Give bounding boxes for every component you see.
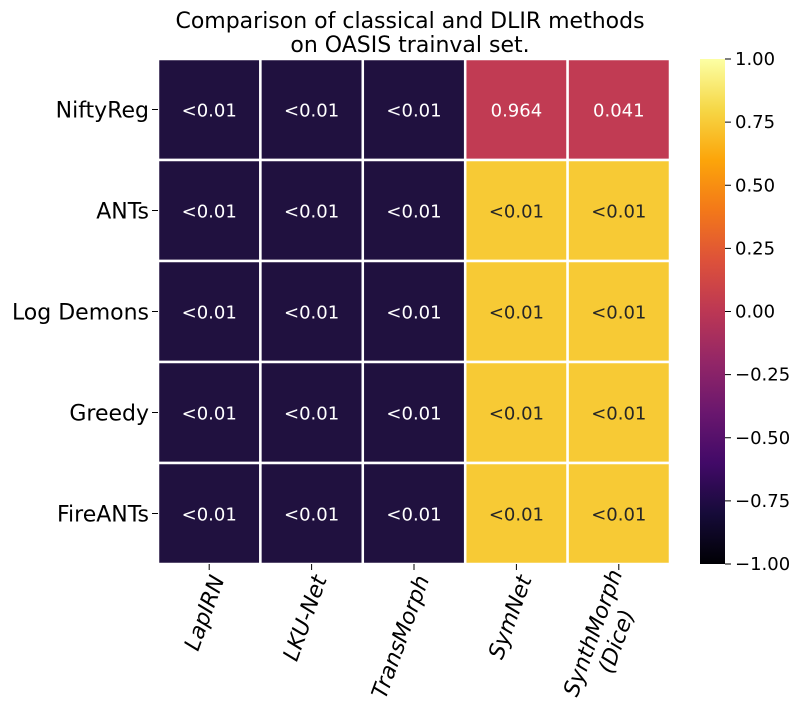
x-tick-label: LKU-Net — [279, 571, 333, 664]
cell-value-label: <0.01 — [386, 404, 441, 425]
heatmap-cell — [566, 360, 672, 465]
x-tick-label-line: LapIRN — [180, 572, 230, 654]
heatmap-cell — [361, 360, 467, 465]
chart-title-line: on OASIS trainval set. — [290, 33, 529, 58]
heatmap-cell — [361, 461, 467, 566]
cell-value-label: <0.01 — [284, 505, 339, 526]
heatmap-cell — [259, 360, 365, 465]
heatmap-cell — [361, 158, 467, 263]
x-tick-label-line: SymNet — [484, 571, 538, 663]
y-tick-label: ANTs — [96, 200, 149, 225]
colorbar-gradient — [700, 59, 725, 564]
cell-value-label: <0.01 — [284, 202, 339, 223]
cell-value-label: <0.01 — [591, 404, 646, 425]
colorbar-tick-label: −0.50 — [735, 428, 790, 449]
y-tick-label: NiftyReg — [56, 99, 149, 124]
heatmap-cell — [259, 461, 365, 566]
cell-value-label: <0.01 — [591, 303, 646, 324]
colorbar-tick-label: 0.00 — [735, 302, 775, 323]
cell-value-label: <0.01 — [386, 101, 441, 122]
y-tick-label: Greedy — [69, 402, 149, 427]
colorbar-tick-label: −0.25 — [735, 365, 790, 386]
cell-value-label: <0.01 — [284, 303, 339, 324]
colorbar-tick-label: 0.50 — [735, 175, 775, 196]
x-tick-label-line: LKU-Net — [279, 571, 333, 664]
cell-value-label: <0.01 — [489, 404, 544, 425]
x-axis: LapIRN LKU-Net TransMorph SymNet SynthMorph(… — [180, 564, 651, 708]
cell-value-label: <0.01 — [182, 303, 237, 324]
x-tick-label: LapIRN — [180, 572, 230, 654]
cell-value-label: <0.01 — [489, 505, 544, 526]
heatmap-cell — [259, 259, 365, 364]
colorbar: 1.00 0.75 0.50 0.25 0.00 −0.25 −0.50 −0.75 −1.00 — [700, 49, 790, 575]
cell-value-label: <0.01 — [284, 101, 339, 122]
heatmap-cell — [259, 57, 365, 162]
cell-value-label: <0.01 — [489, 303, 544, 324]
cell-value-label: <0.01 — [386, 202, 441, 223]
cell-value-label: 0.041 — [593, 101, 645, 122]
cell-value-label: <0.01 — [182, 404, 237, 425]
x-tick-label: SymNet — [484, 571, 538, 663]
heatmap-cells — [156, 57, 672, 566]
cell-value-label: <0.01 — [591, 505, 646, 526]
cell-value-label: <0.01 — [386, 505, 441, 526]
y-tick-label: FireANTs — [57, 503, 149, 528]
y-tick-label: Log Demons — [12, 301, 149, 326]
cell-value-label: <0.01 — [182, 505, 237, 526]
cell-value-label: 0.964 — [491, 101, 543, 122]
heatmap-cell — [566, 158, 672, 263]
x-tick-label-line: TransMorph — [368, 572, 436, 702]
chart-title: Comparison of classical and DLIR methods… — [175, 9, 644, 58]
cell-value-label: <0.01 — [182, 202, 237, 223]
cell-value-label: <0.01 — [386, 303, 441, 324]
colorbar-tick-label: 0.25 — [735, 238, 775, 259]
y-axis: NiftyReg ANTs Log Demons Greedy FireANTs — [12, 99, 158, 528]
x-tick-label: TransMorph — [368, 572, 436, 702]
x-tick-label: SynthMorph(Dice) — [559, 566, 651, 708]
colorbar-tick-label: 1.00 — [735, 49, 775, 70]
chart-title-line: Comparison of classical and DLIR methods — [175, 9, 644, 34]
cell-value-label: <0.01 — [489, 202, 544, 223]
colorbar-tick-label: −0.75 — [735, 491, 790, 512]
heatmap-cell — [463, 360, 569, 465]
cell-value-label: <0.01 — [591, 202, 646, 223]
heatmap-cell — [156, 461, 262, 566]
cell-value-label: <0.01 — [182, 101, 237, 122]
colorbar-tick-label: −1.00 — [735, 554, 790, 575]
heatmap-cell — [463, 259, 569, 364]
cell-labels: <0.01 <0.01 <0.01 0.964 0.041 <0.01 <0.01 <0.01… — [182, 101, 647, 526]
colorbar-tick-label: 0.75 — [735, 112, 775, 133]
cell-value-label: <0.01 — [284, 404, 339, 425]
